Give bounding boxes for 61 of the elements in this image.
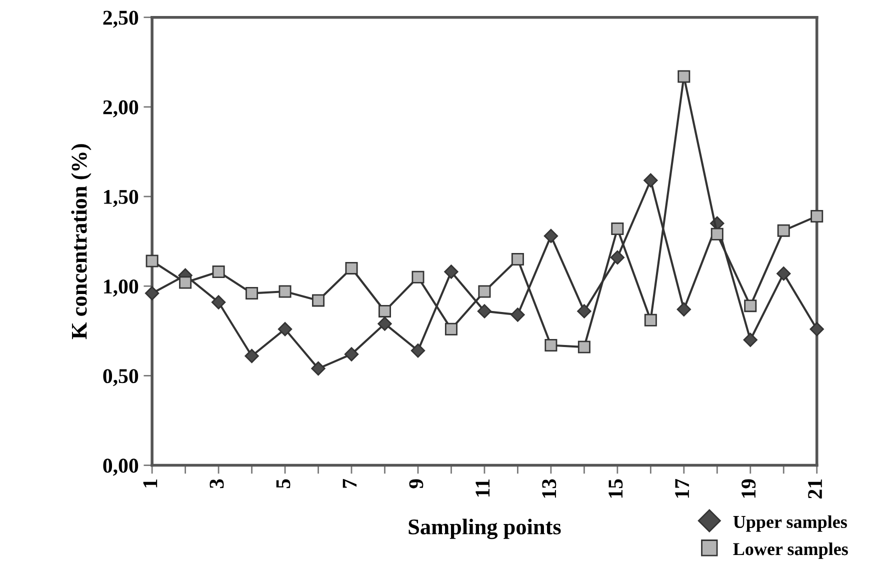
point	[278, 322, 292, 336]
point	[444, 264, 458, 279]
point	[478, 285, 491, 298]
y-tick-label: 2,50	[103, 10, 138, 28]
point	[246, 287, 258, 300]
point	[777, 224, 790, 237]
point	[477, 304, 492, 318]
x-tick-label: 3	[210, 479, 224, 488]
point	[412, 270, 424, 284]
point	[744, 300, 757, 312]
point	[278, 285, 292, 298]
point	[510, 308, 525, 322]
point	[378, 316, 392, 331]
y-tick-label: 1,50	[104, 190, 138, 207]
y-tick-label: 1,00	[104, 279, 138, 297]
x-tick-label: 19	[742, 479, 756, 498]
y-tick-label: 2,00	[103, 100, 138, 118]
point	[743, 332, 758, 347]
y-axis-title: K concentration (%)	[71, 144, 92, 340]
point	[444, 322, 458, 336]
x-tick-label: 7	[342, 478, 357, 488]
point	[644, 173, 658, 188]
y-tick-label: 0,50	[103, 369, 138, 386]
point	[511, 252, 524, 266]
x-tick-label: 11	[476, 480, 490, 496]
point	[378, 304, 391, 318]
point	[311, 361, 326, 376]
point	[312, 294, 325, 307]
point	[344, 347, 359, 362]
point	[776, 266, 791, 281]
point	[544, 338, 558, 352]
x-tick-label: 17	[675, 478, 689, 498]
legend-label: Upper samples	[733, 515, 847, 532]
point	[212, 266, 225, 278]
point	[610, 250, 625, 265]
point	[578, 340, 590, 354]
x-tick-label: 1	[143, 480, 158, 488]
point	[179, 276, 192, 289]
point	[710, 228, 724, 240]
x-tick-label: 21	[808, 480, 822, 498]
x-tick-label: 9	[409, 479, 424, 488]
point	[144, 286, 160, 300]
point	[544, 228, 558, 244]
point	[678, 70, 690, 83]
point	[345, 262, 358, 274]
point	[676, 302, 691, 316]
x-tick-label: 13	[542, 479, 556, 498]
point	[810, 210, 824, 222]
point	[644, 314, 657, 326]
point	[146, 254, 158, 268]
point	[244, 348, 259, 364]
point	[211, 295, 226, 310]
point	[410, 344, 426, 358]
legend-label: Lower samples	[733, 542, 848, 559]
point	[810, 322, 824, 336]
point	[611, 222, 624, 236]
x-tick-label: 5	[276, 479, 290, 488]
x-axis-title: Sampling points	[408, 518, 561, 540]
point	[577, 304, 592, 318]
y-tick-label: 0,00	[103, 458, 138, 476]
x-tick-label: 15	[608, 479, 623, 498]
